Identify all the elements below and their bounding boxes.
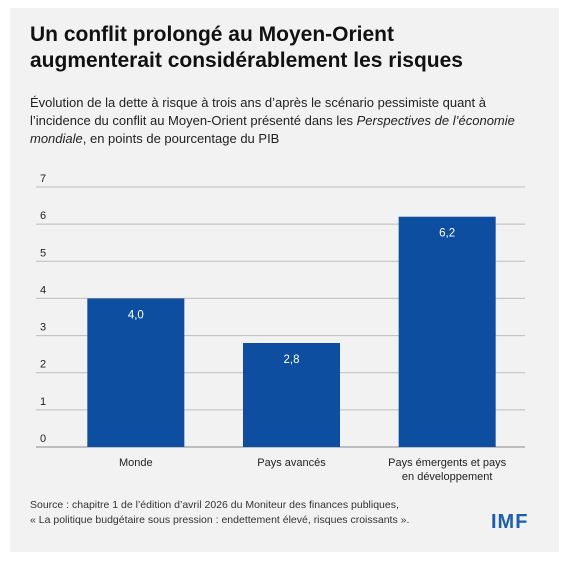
source-line-1: Source : chapitre 1 de l’édition d’avril… bbox=[30, 499, 399, 511]
bar bbox=[87, 298, 185, 447]
y-tick-label: 5 bbox=[40, 247, 46, 259]
x-tick-label: Pays avancés bbox=[257, 457, 326, 469]
y-tick-label: 1 bbox=[40, 396, 46, 408]
imf-logo: IMF bbox=[491, 511, 529, 533]
y-tick-label: 2 bbox=[40, 359, 46, 371]
bar-value-label: 6,2 bbox=[439, 228, 455, 240]
y-tick-label: 0 bbox=[40, 433, 46, 445]
x-tick-label: Pays émergents et pays bbox=[388, 457, 507, 469]
x-tick-label: Monde bbox=[119, 457, 153, 469]
subtitle-text-2: , en points de pourcentage du PIB bbox=[82, 131, 280, 146]
y-tick-label: 7 bbox=[40, 173, 46, 185]
chart-title-line-1: Un conflit prolongé au Moyen-Orient bbox=[30, 23, 394, 46]
y-tick-label: 4 bbox=[40, 284, 46, 296]
y-tick-label: 6 bbox=[40, 210, 46, 222]
chart-title-line-2: augmenterait considérablement les risque… bbox=[30, 49, 463, 72]
subtitle-text-1: Évolution de la dette à risque à trois a… bbox=[30, 95, 486, 128]
subtitle-italic-publication: Perspectives de l’économie mondiale bbox=[30, 113, 515, 146]
bar-value-label: 4,0 bbox=[128, 309, 144, 321]
y-tick-label: 3 bbox=[40, 322, 46, 334]
x-tick-label: en développement bbox=[402, 471, 493, 483]
source-note: Source : chapitre 1 de l’édition d’avril… bbox=[30, 498, 480, 528]
bar bbox=[398, 216, 496, 447]
bar bbox=[243, 343, 340, 447]
bar-value-label: 2,8 bbox=[284, 354, 300, 366]
chart-subtitle: Évolution de la dette à risque à trois a… bbox=[30, 94, 540, 148]
chart-title: Un conflit prolongé au Moyen-Orient augm… bbox=[30, 22, 530, 74]
source-line-2: « La politique budgétaire sous pression … bbox=[30, 514, 410, 526]
